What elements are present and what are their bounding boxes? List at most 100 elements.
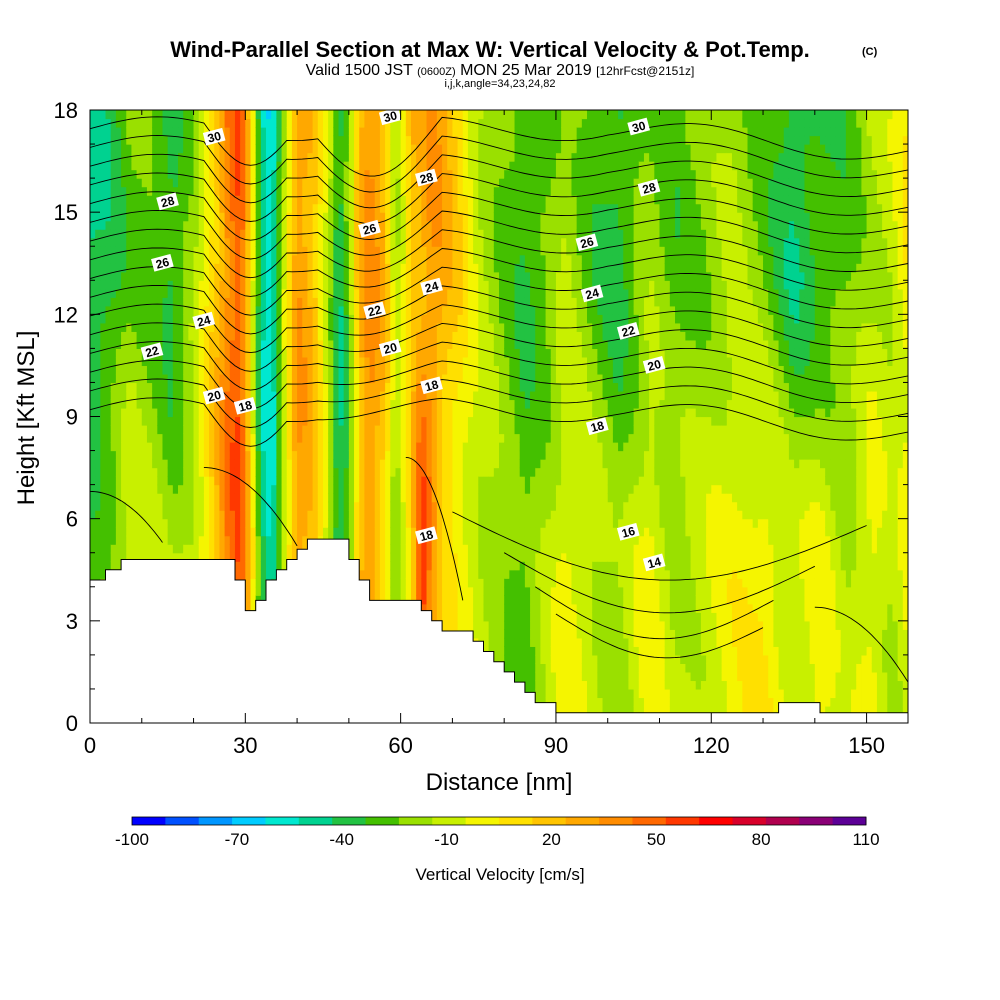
velocity-cell xyxy=(436,433,443,443)
velocity-cell xyxy=(209,373,215,384)
velocity-cell xyxy=(405,288,412,298)
velocity-cell xyxy=(291,493,298,503)
velocity-cell xyxy=(348,407,355,418)
velocity-cell xyxy=(240,186,246,196)
velocity-cell xyxy=(322,152,329,162)
velocity-cell xyxy=(343,331,350,341)
velocity-cell xyxy=(131,433,138,443)
velocity-cell xyxy=(198,501,205,511)
velocity-cell xyxy=(245,433,252,443)
velocity-cell xyxy=(245,280,252,290)
velocity-cell xyxy=(219,484,226,494)
velocity-cell xyxy=(271,161,277,171)
velocity-cell xyxy=(410,271,417,281)
velocity-cell xyxy=(436,322,443,332)
velocity-cell xyxy=(214,220,221,230)
velocity-cell xyxy=(421,271,428,281)
velocity-cell xyxy=(105,382,112,392)
velocity-cell xyxy=(110,339,117,349)
velocity-cell xyxy=(224,425,231,435)
velocity-cell xyxy=(410,195,417,205)
velocity-cell xyxy=(245,603,252,613)
velocity-cell xyxy=(198,297,205,307)
velocity-cell xyxy=(322,288,329,298)
velocity-cell xyxy=(442,544,448,554)
velocity-cell xyxy=(136,373,143,384)
velocity-cell xyxy=(219,365,226,375)
velocity-cell xyxy=(322,229,329,239)
velocity-cell xyxy=(90,416,96,426)
velocity-cell xyxy=(416,493,422,503)
velocity-cell xyxy=(178,365,184,375)
velocity-cell xyxy=(426,433,433,443)
velocity-cell xyxy=(426,501,433,511)
velocity-cell xyxy=(359,365,365,375)
velocity-cell xyxy=(141,399,148,409)
velocity-cell xyxy=(312,450,319,460)
velocity-cell xyxy=(297,467,303,477)
velocity-cell xyxy=(90,229,96,239)
velocity-cell xyxy=(354,161,360,171)
velocity-cell xyxy=(100,467,107,477)
velocity-cell xyxy=(234,535,241,545)
velocity-cell xyxy=(178,484,184,494)
velocity-cell xyxy=(203,425,210,435)
velocity-cell xyxy=(442,595,448,605)
velocity-cell xyxy=(167,425,174,435)
velocity-cell xyxy=(157,407,164,418)
velocity-cell xyxy=(115,161,122,171)
velocity-cell xyxy=(121,493,127,503)
velocity-cell xyxy=(390,382,397,392)
velocity-cell xyxy=(152,161,158,171)
velocity-cell xyxy=(395,144,402,154)
velocity-cell xyxy=(229,356,236,367)
velocity-cell xyxy=(229,135,236,145)
velocity-cell xyxy=(405,322,412,332)
velocity-cell xyxy=(271,501,277,511)
velocity-cell xyxy=(245,237,252,247)
velocity-cell xyxy=(271,442,277,452)
velocity-cell xyxy=(333,314,340,324)
velocity-cell xyxy=(410,263,417,273)
velocity-cell xyxy=(431,433,438,443)
velocity-cell xyxy=(405,390,412,401)
velocity-cell xyxy=(203,442,210,452)
velocity-cell xyxy=(281,178,288,188)
velocity-cell xyxy=(333,144,340,154)
velocity-cell xyxy=(333,178,340,188)
velocity-cell xyxy=(234,280,241,290)
velocity-cell xyxy=(126,110,133,120)
velocity-cell xyxy=(95,561,101,571)
velocity-cell xyxy=(146,407,153,418)
velocity-cell xyxy=(390,144,397,154)
velocity-cell xyxy=(224,544,231,554)
velocity-cell xyxy=(209,229,215,239)
velocity-cell xyxy=(229,178,236,188)
velocity-cell xyxy=(126,195,133,205)
velocity-cell xyxy=(234,442,241,452)
velocity-cell xyxy=(426,552,433,562)
velocity-cell xyxy=(255,356,262,367)
velocity-cell xyxy=(178,246,184,256)
velocity-cell xyxy=(203,510,210,520)
velocity-cell xyxy=(364,203,371,213)
velocity-cell xyxy=(374,237,381,247)
velocity-cell xyxy=(333,127,340,137)
velocity-cell xyxy=(100,212,107,222)
velocity-cell xyxy=(431,110,438,120)
velocity-cell xyxy=(276,527,283,537)
velocity-cell xyxy=(338,382,345,392)
velocity-cell xyxy=(240,442,246,452)
velocity-cell xyxy=(203,305,210,315)
velocity-cell xyxy=(312,178,319,188)
velocity-cell xyxy=(297,339,303,349)
velocity-cell xyxy=(286,186,293,196)
valid-time-utc: (0600Z) xyxy=(417,66,456,78)
velocity-cell xyxy=(136,314,143,324)
velocity-cell xyxy=(307,450,314,460)
velocity-cell xyxy=(90,178,96,188)
velocity-cell xyxy=(312,271,319,281)
velocity-cell xyxy=(379,433,386,443)
velocity-cell xyxy=(188,314,195,324)
velocity-cell xyxy=(141,118,148,128)
